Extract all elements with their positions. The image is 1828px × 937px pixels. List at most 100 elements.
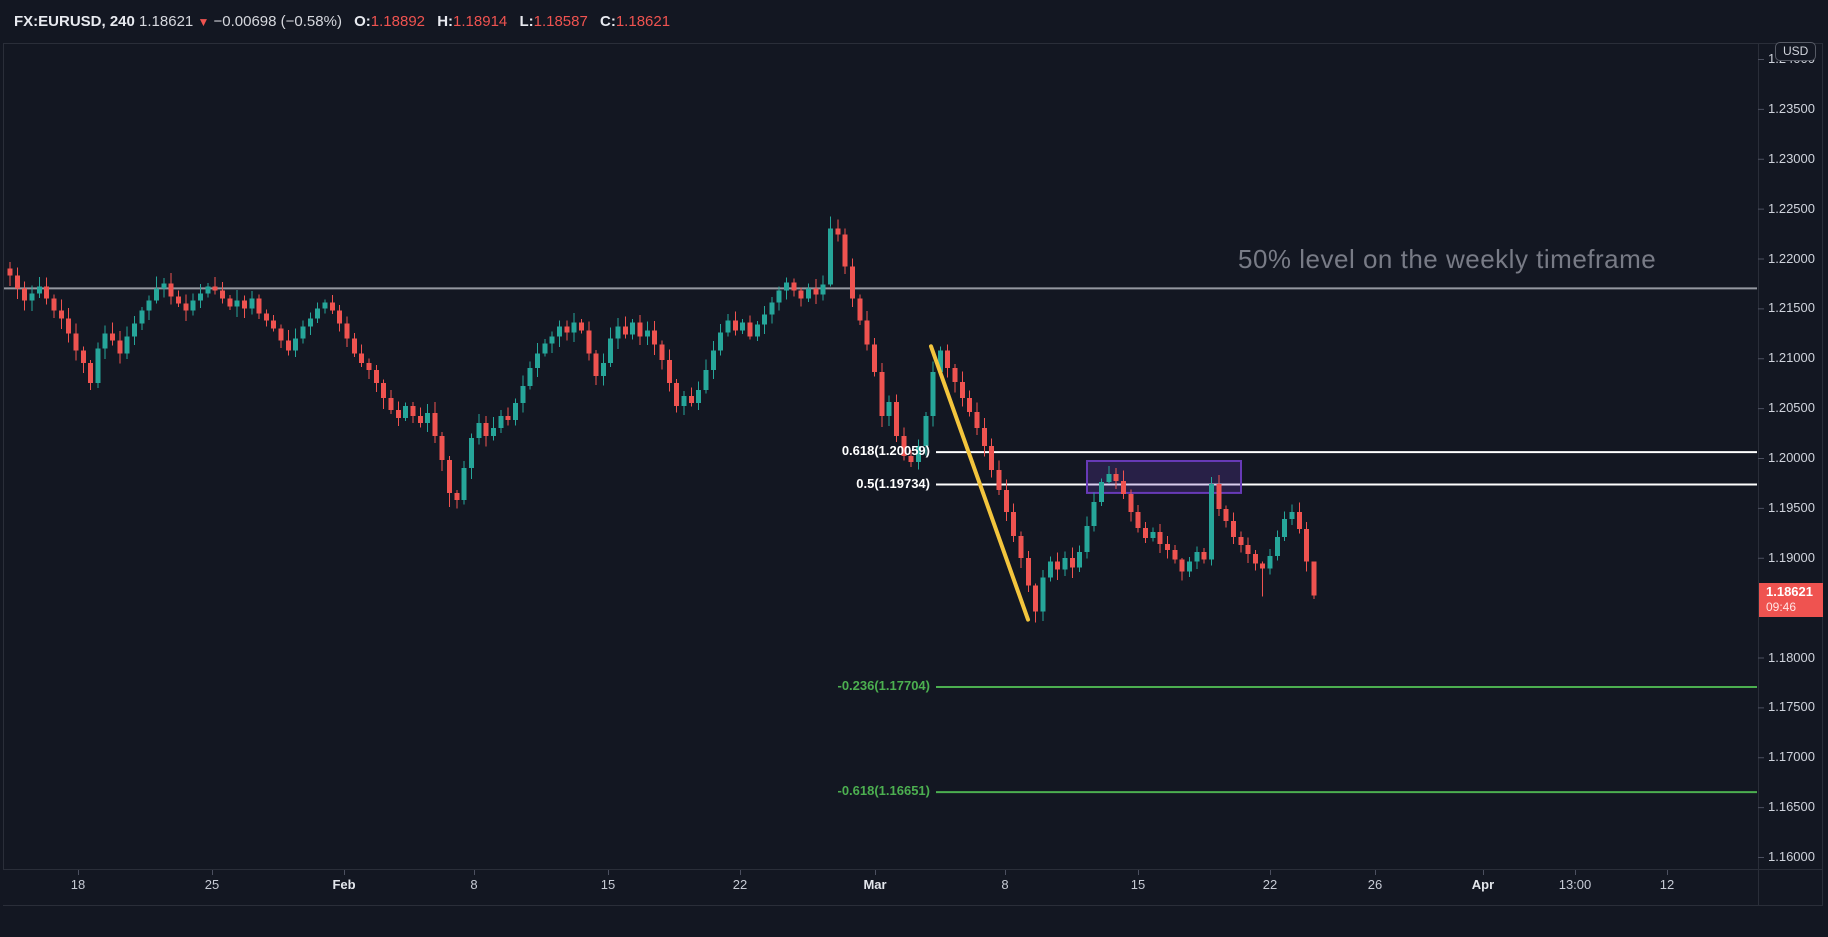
- candle: [1282, 518, 1288, 537]
- candle: [718, 332, 724, 351]
- candle: [754, 324, 760, 337]
- candle: [117, 340, 123, 354]
- candle: [337, 310, 343, 324]
- candle: [36, 286, 42, 294]
- candle: [520, 386, 526, 404]
- fib-label-neg0618[interactable]: -0.618(1.16651): [837, 783, 930, 799]
- weekly-level-annotation[interactable]: 50% level on the weekly timeframe: [1238, 244, 1657, 274]
- candle: [285, 340, 291, 351]
- candle: [1113, 473, 1119, 481]
- fib-label-0618[interactable]: 0.618(1.20059): [841, 443, 930, 459]
- unit-toggle-button[interactable]: USD: [1775, 42, 1817, 61]
- candle: [359, 353, 365, 364]
- candle: [1143, 527, 1149, 538]
- candle: [666, 360, 672, 384]
- time-tick-label: 15: [1130, 877, 1146, 892]
- candle: [593, 353, 599, 377]
- candle: [578, 322, 584, 331]
- fib-label-neg0236[interactable]: -0.236(1.17704): [837, 678, 930, 694]
- candlestick-series: [7, 216, 1317, 623]
- low-value: 1.18587: [533, 13, 588, 30]
- candle: [571, 322, 577, 333]
- candle: [241, 300, 247, 309]
- candle: [1135, 511, 1141, 528]
- candle: [498, 416, 504, 429]
- price-tick-label: 1.20500: [1768, 400, 1815, 416]
- candle: [615, 326, 621, 339]
- candle: [307, 318, 313, 327]
- time-tick-label: 13:00: [1558, 877, 1592, 892]
- candle: [73, 333, 79, 351]
- candle: [44, 286, 50, 299]
- candle: [1062, 557, 1068, 570]
- candle: [1245, 544, 1251, 554]
- candle: [674, 383, 680, 407]
- price-tick-label: 1.23500: [1768, 100, 1815, 116]
- candle: [22, 288, 28, 301]
- candle: [527, 368, 533, 387]
- candle: [417, 416, 423, 424]
- candle: [1047, 561, 1053, 578]
- candle: [1025, 557, 1031, 586]
- candle: [644, 330, 650, 337]
- close-value: 1.18621: [615, 13, 671, 30]
- last-price: 1.18621: [139, 13, 194, 30]
- candle: [58, 310, 64, 319]
- candle: [432, 413, 438, 437]
- candle: [1201, 551, 1207, 560]
- candle: [1157, 531, 1163, 544]
- candle: [219, 290, 225, 299]
- time-tick-label: 22: [732, 877, 748, 892]
- candle: [556, 326, 562, 337]
- candle: [857, 298, 863, 321]
- candle: [747, 322, 753, 337]
- candle: [425, 413, 431, 424]
- candle: [981, 428, 987, 447]
- candle: [1260, 563, 1266, 569]
- candle: [14, 275, 20, 289]
- close-label: C:: [600, 13, 616, 30]
- candle: [190, 300, 196, 311]
- symbol-name[interactable]: FX:EURUSD, 240: [14, 13, 135, 30]
- fib-label-05[interactable]: 0.5(1.19734): [856, 475, 930, 491]
- candle: [183, 303, 189, 311]
- candle: [124, 336, 130, 354]
- candle: [1128, 493, 1134, 512]
- candle: [652, 330, 658, 345]
- candle: [549, 336, 555, 344]
- candle: [1208, 483, 1214, 560]
- price-tick-label: 1.23000: [1768, 150, 1815, 166]
- time-tick-label: Apr: [1471, 877, 1495, 892]
- candle: [227, 298, 233, 307]
- candle: [901, 436, 907, 457]
- candle: [1121, 480, 1127, 494]
- candle: [110, 333, 116, 341]
- candle: [1274, 536, 1280, 556]
- candle: [710, 350, 716, 371]
- candle: [828, 228, 834, 285]
- candle: [403, 406, 409, 419]
- current-price-value: 1.18621: [1766, 584, 1813, 599]
- supply-zone-box[interactable]: [1086, 459, 1242, 494]
- candle: [776, 290, 782, 303]
- candle: [483, 423, 489, 437]
- candle: [967, 398, 973, 413]
- candle: [813, 288, 819, 295]
- candle: [864, 320, 870, 345]
- candle: [688, 396, 694, 404]
- time-tick-label: 12: [1659, 877, 1675, 892]
- trendline[interactable]: [929, 344, 1030, 622]
- candle: [930, 372, 936, 417]
- candle: [51, 298, 57, 311]
- candle: [659, 344, 665, 361]
- candle: [1106, 473, 1112, 482]
- candle: [915, 446, 921, 462]
- candle: [1033, 585, 1039, 612]
- candle: [849, 266, 855, 299]
- price-tick-label: 1.21000: [1768, 350, 1815, 366]
- candle: [146, 300, 152, 311]
- price-tick-label: 1.21500: [1768, 300, 1815, 316]
- candle: [381, 383, 387, 399]
- candle: [256, 298, 262, 314]
